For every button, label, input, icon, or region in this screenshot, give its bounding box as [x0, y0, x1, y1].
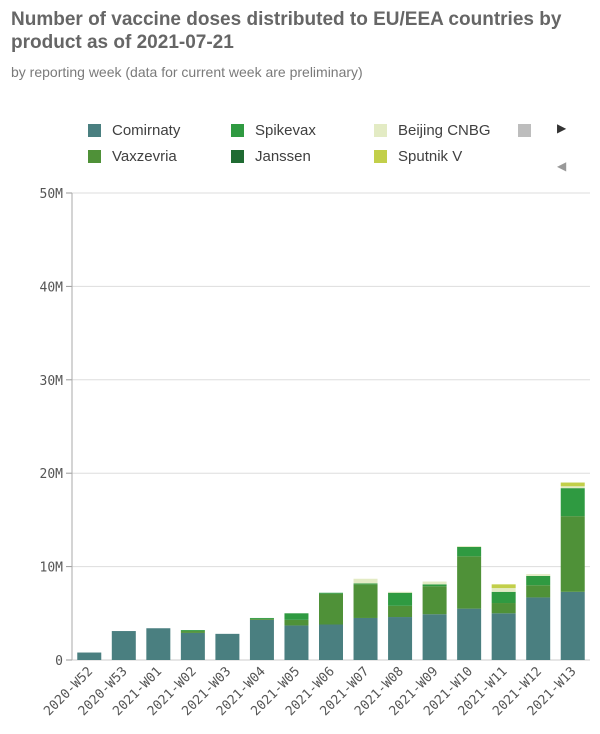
legend-swatch [88, 124, 101, 137]
y-tick-label: 20M [40, 467, 64, 482]
bar-segment [560, 591, 585, 660]
bar-segment [388, 591, 413, 593]
legend-label: Janssen [255, 148, 311, 165]
legend-label: Sputnik V [398, 148, 463, 165]
bar-segment [526, 585, 551, 598]
bar-segment [457, 546, 482, 557]
bar-segment [284, 613, 309, 620]
legend-label: Comirnaty [112, 122, 181, 139]
bar-segment [457, 556, 482, 609]
bar-segment [560, 488, 585, 517]
legend: Comirnaty Spikevax Beijing CNBG Vaxzevri… [88, 121, 566, 173]
legend-swatch [88, 150, 101, 163]
bar-segment [526, 597, 551, 660]
bar-segment [249, 619, 274, 660]
y-tick-label: 10M [40, 561, 64, 576]
bar-segment [180, 632, 205, 660]
legend-label: Beijing CNBG [398, 122, 491, 139]
bar-segment [249, 617, 274, 619]
bar-segment [526, 574, 551, 576]
y-tick-label: 50M [40, 187, 64, 202]
legend-item-beijing-cnbg[interactable]: Beijing CNBG [374, 122, 491, 139]
bar-segment [491, 591, 516, 604]
chart-subtitle: by reporting week (data for current week… [11, 64, 363, 80]
legend-swatch [374, 124, 387, 137]
bar-segment [146, 628, 171, 660]
bar-segment [422, 581, 447, 585]
bar-segment [491, 613, 516, 660]
bar-segment [353, 584, 378, 618]
y-tick-label: 0 [55, 654, 63, 669]
legend-swatch [231, 150, 244, 163]
legend-label: Vaxzevria [112, 148, 177, 165]
bar-segment [388, 592, 413, 606]
legend-label: Spikevax [255, 122, 316, 139]
bar-segment [422, 614, 447, 660]
legend-item-janssen[interactable]: Janssen [231, 148, 311, 165]
legend-item-sputnik-v[interactable]: Sputnik V [374, 148, 462, 165]
bar-segment [319, 624, 343, 660]
bar-segment [388, 605, 413, 618]
bar-segment [319, 593, 343, 625]
bar-segment [111, 631, 136, 660]
bar-segment [180, 630, 205, 632]
legend-prev-icon[interactable]: ◀ [557, 159, 567, 173]
bar-segment [491, 588, 516, 592]
legend-swatch [231, 124, 244, 137]
y-tick-label: 40M [40, 280, 64, 295]
chart-title: Number of vaccine doses distributed to E… [11, 9, 562, 53]
bar-segment [422, 584, 447, 587]
bar-segment [491, 584, 516, 589]
legend-item-vaxzevria[interactable]: Vaxzevria [88, 148, 177, 165]
bar-segment [526, 575, 551, 586]
bar-segment [284, 619, 309, 626]
legend-item-comirnaty[interactable]: Comirnaty [88, 122, 180, 139]
bar-segment [284, 625, 309, 660]
legend-item-spikevax[interactable]: Spikevax [231, 122, 316, 139]
legend-swatch [374, 150, 387, 163]
legend-overflow-swatch[interactable] [518, 124, 531, 137]
bar-segment [560, 486, 585, 489]
y-tick-label: 30M [40, 374, 64, 389]
bar-segment [560, 482, 585, 487]
bar-segment [560, 516, 585, 592]
bar-segment [249, 618, 274, 620]
bar-segment [457, 608, 482, 660]
bar-segment [388, 617, 413, 660]
bar-segment [353, 617, 378, 660]
bar-segment [353, 578, 378, 584]
bar-segment [319, 592, 343, 594]
bar-segment [353, 583, 378, 585]
bar-segment [491, 603, 516, 614]
bar-segment [180, 631, 205, 633]
bar-segment [215, 633, 240, 660]
bar-segment [457, 546, 482, 547]
bar-segment [422, 586, 447, 615]
legend-next-icon[interactable]: ▶ [557, 121, 567, 135]
bar-segment [77, 652, 102, 660]
